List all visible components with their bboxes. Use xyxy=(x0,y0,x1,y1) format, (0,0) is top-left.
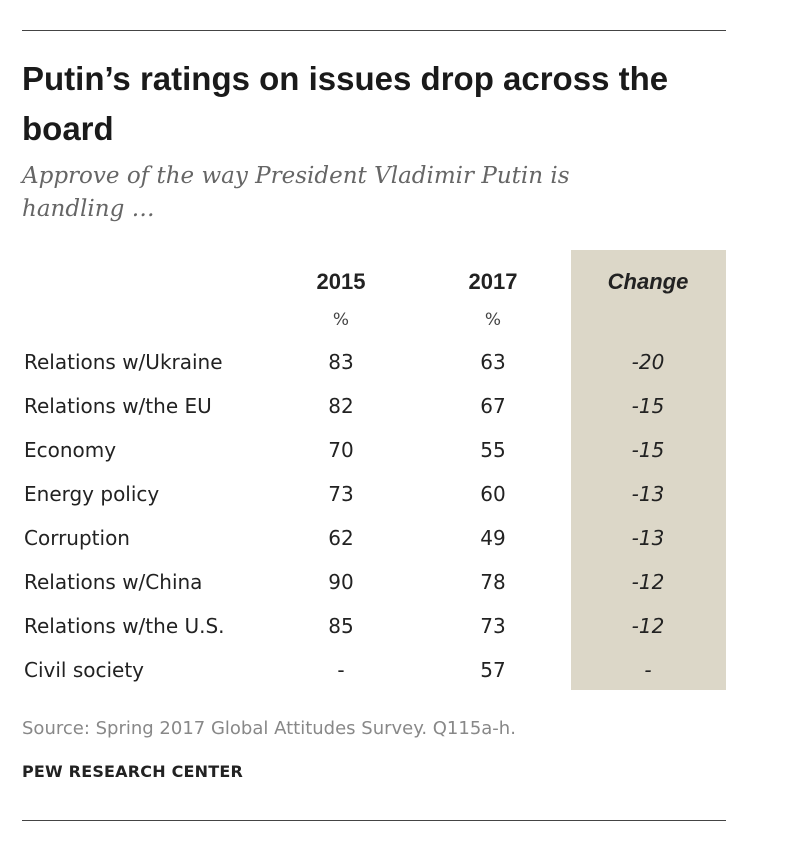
value-2017: 49 xyxy=(480,526,506,550)
bottom-rule xyxy=(22,820,726,821)
value-2015: 70 xyxy=(328,438,354,462)
chart-title: Putin’s ratings on issues drop across th… xyxy=(22,60,669,147)
value-change: -15 xyxy=(631,394,665,418)
unit-2017: % xyxy=(484,310,502,330)
value-2017: 60 xyxy=(480,482,506,506)
change-column-background xyxy=(571,250,726,690)
value-2017: 57 xyxy=(480,658,506,682)
row-label: Corruption xyxy=(24,526,130,550)
row-label: Economy xyxy=(24,438,117,462)
row-label: Relations w/China xyxy=(24,570,203,594)
value-2017: 67 xyxy=(480,394,506,418)
value-change: -13 xyxy=(631,482,665,506)
value-2015: 83 xyxy=(328,350,354,374)
value-change: -15 xyxy=(631,438,665,462)
value-change: -20 xyxy=(631,350,665,374)
value-2015: 82 xyxy=(328,394,354,418)
source-note: Source: Spring 2017 Global Attitudes Sur… xyxy=(22,718,516,739)
row-label: Energy policy xyxy=(24,482,160,506)
column-header-change: Change xyxy=(607,269,689,294)
value-2015: 73 xyxy=(328,482,354,506)
value-2015: - xyxy=(337,658,345,682)
value-change: - xyxy=(644,658,652,682)
value-2015: 62 xyxy=(328,526,354,550)
value-change: -13 xyxy=(631,526,665,550)
top-rule xyxy=(22,30,726,31)
value-2017: 73 xyxy=(480,614,506,638)
value-2015: 85 xyxy=(328,614,354,638)
row-label: Relations w/the EU xyxy=(24,394,212,418)
row-label: Civil society xyxy=(24,658,145,682)
credit: PEW RESEARCH CENTER xyxy=(22,762,244,781)
value-2015: 90 xyxy=(328,570,354,594)
row-label: Relations w/Ukraine xyxy=(24,350,223,374)
value-2017: 55 xyxy=(480,438,506,462)
chart-subtitle: Approve of the way President Vladimir Pu… xyxy=(22,163,570,222)
column-header-2017: 2017 xyxy=(468,269,518,294)
value-2017: 78 xyxy=(480,570,506,594)
value-change: -12 xyxy=(631,614,665,638)
unit-2015: % xyxy=(332,310,350,330)
column-header-2015: 2015 xyxy=(316,269,366,294)
value-change: -12 xyxy=(631,570,665,594)
row-label: Relations w/the U.S. xyxy=(24,614,225,638)
value-2017: 63 xyxy=(480,350,506,374)
